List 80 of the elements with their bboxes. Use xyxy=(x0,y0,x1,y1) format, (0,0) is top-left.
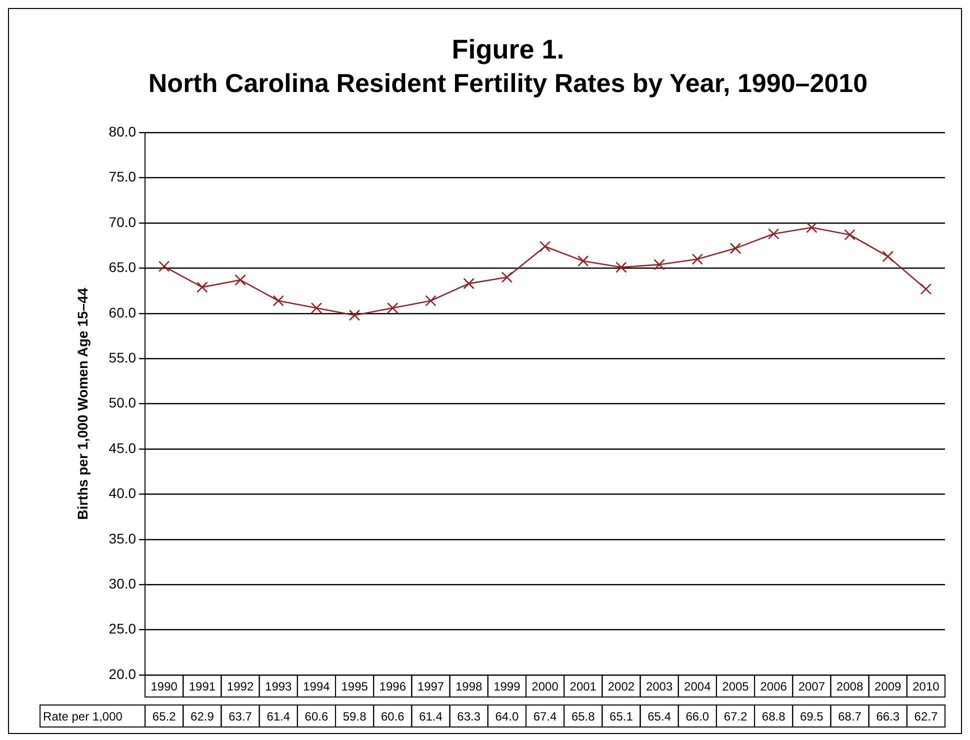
data-label: 62.7 xyxy=(914,709,938,724)
x-tick-label: 2003 xyxy=(646,679,673,694)
y-tick-label: 50.0 xyxy=(108,394,136,411)
point xyxy=(882,250,894,262)
y-tick-label: 35.0 xyxy=(108,530,136,546)
data-label: 68.7 xyxy=(838,709,862,724)
point xyxy=(196,282,208,293)
point xyxy=(844,229,856,240)
data-label: 60.6 xyxy=(380,709,405,724)
x-tick-label: 2001 xyxy=(570,679,597,694)
x-tick-label: 2004 xyxy=(684,679,712,694)
data-label: 61.4 xyxy=(419,709,443,724)
point xyxy=(616,262,627,273)
x-tick-label: 1994 xyxy=(303,679,330,694)
y-tick-label: 40.0 xyxy=(108,485,136,502)
x-tick-label: 2007 xyxy=(798,679,826,694)
data-label: 65.4 xyxy=(648,709,672,724)
data-label: 63.7 xyxy=(228,709,252,724)
point xyxy=(310,302,322,314)
point xyxy=(730,242,742,254)
data-label: 65.1 xyxy=(610,709,634,724)
data-label: 62.9 xyxy=(190,709,214,724)
chart-subtitle: North Carolina Resident Fertility Rates by Year, 1990–2010 xyxy=(148,68,868,98)
y-tick-label: 70.0 xyxy=(108,214,136,230)
x-tick-label: 2005 xyxy=(722,679,750,694)
y-tick-label: 60.0 xyxy=(108,304,136,320)
data-label: 64.0 xyxy=(495,709,519,724)
x-tick-label: 2002 xyxy=(608,679,635,694)
point xyxy=(387,302,398,314)
data-label: 65.8 xyxy=(571,709,596,724)
data-label: 65.2 xyxy=(152,709,176,724)
data-label: 63.3 xyxy=(457,709,481,724)
y-tick-label: 55.0 xyxy=(108,349,136,366)
x-tick-label: 2006 xyxy=(760,679,788,694)
y-tick-label: 65.0 xyxy=(108,259,136,276)
point xyxy=(463,278,474,290)
y-tick-label: 20.0 xyxy=(108,666,136,682)
point xyxy=(806,222,818,234)
x-tick-label: 1996 xyxy=(379,679,406,694)
point xyxy=(234,274,246,286)
x-tick-label: 1997 xyxy=(417,679,444,694)
x-tick-label: 1990 xyxy=(150,679,178,694)
point xyxy=(692,254,703,265)
point xyxy=(768,228,780,240)
x-tick-label: 2000 xyxy=(532,679,559,694)
point xyxy=(348,310,360,321)
point xyxy=(539,240,551,252)
chart-title: Figure 1. xyxy=(452,34,564,65)
data-label: 66.0 xyxy=(686,709,710,724)
y-axis-title: Births per 1,000 Women Age 15–44 xyxy=(74,288,90,520)
data-label: 69.5 xyxy=(800,709,824,724)
y-tick-label: 30.0 xyxy=(108,575,136,592)
y-tick-label: 25.0 xyxy=(108,620,136,637)
point xyxy=(578,255,589,267)
point xyxy=(425,295,436,306)
data-label: 59.8 xyxy=(342,709,367,724)
point xyxy=(272,295,284,306)
x-tick-label: 1992 xyxy=(226,679,254,694)
x-tick-label: 1991 xyxy=(188,679,216,694)
x-tick-label: 2008 xyxy=(836,679,864,694)
data-label: 68.8 xyxy=(762,709,786,724)
x-tick-label: 1993 xyxy=(265,679,292,694)
x-tick-label: 1995 xyxy=(341,679,368,694)
text: Rate per 1,000 xyxy=(43,709,123,724)
x-tick-label: 1999 xyxy=(494,679,521,694)
data-label: 61.4 xyxy=(266,709,290,724)
data-label: 67.2 xyxy=(724,709,748,724)
x-tick-label: 2009 xyxy=(874,679,902,694)
y-tick-label: 45.0 xyxy=(108,440,136,456)
point xyxy=(501,272,513,283)
data-label: 60.6 xyxy=(304,709,328,724)
point xyxy=(654,258,665,270)
point xyxy=(920,283,932,295)
x-tick-label: 1998 xyxy=(455,679,483,694)
y-tick-label: 75.0 xyxy=(108,168,136,185)
data-label: 66.3 xyxy=(876,709,900,724)
data-label: 67.4 xyxy=(533,709,558,724)
x-tick-label: 2010 xyxy=(912,679,940,694)
y-tick-label: 80.0 xyxy=(108,123,136,140)
point xyxy=(158,260,170,272)
